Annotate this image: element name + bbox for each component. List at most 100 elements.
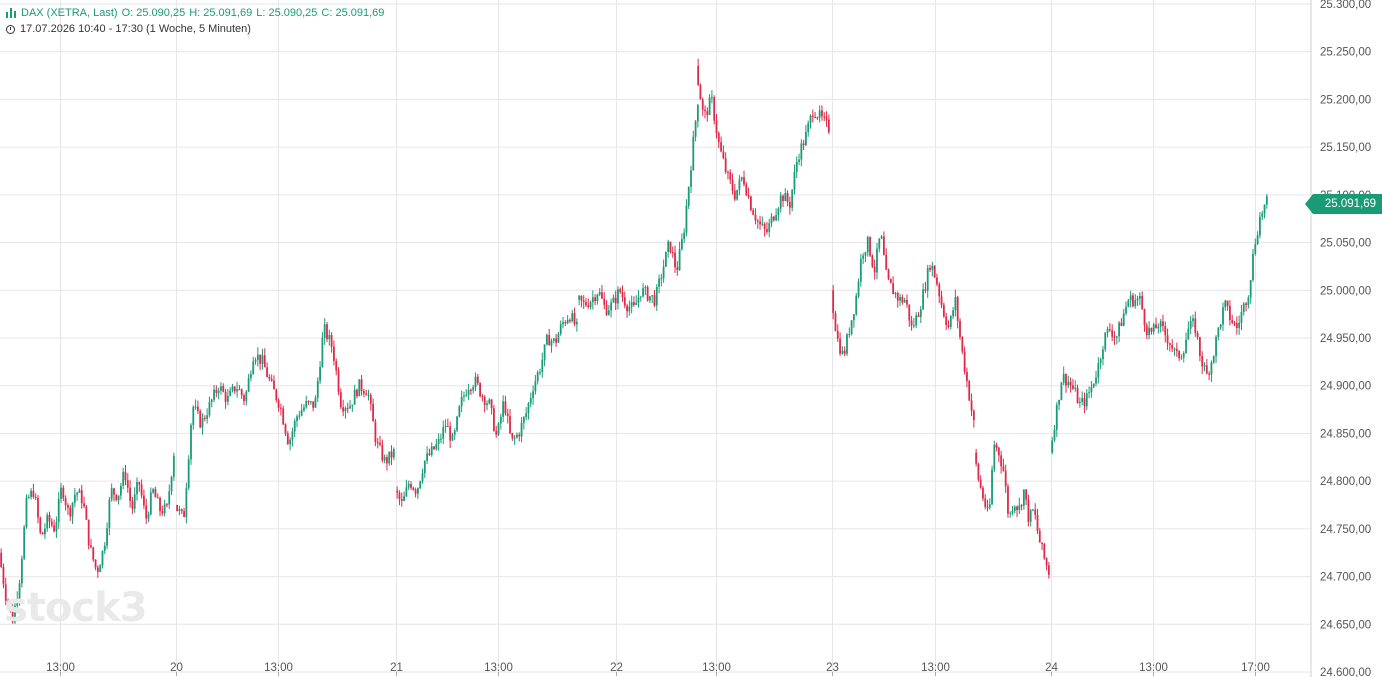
candle-body — [337, 370, 340, 393]
candle-body — [206, 415, 209, 419]
candle-body — [472, 387, 475, 391]
candle-body — [446, 425, 449, 427]
candle-body — [522, 417, 525, 423]
candle-body — [678, 249, 681, 271]
candle-body — [296, 416, 298, 422]
candle-body — [479, 383, 481, 397]
watermark-logo: stock3 — [4, 585, 148, 631]
candle-body — [149, 492, 152, 515]
candle-body — [816, 117, 819, 119]
candle-body — [474, 376, 477, 388]
candle-body — [1155, 324, 1157, 329]
candle-body — [103, 545, 106, 551]
candle-body — [1055, 404, 1058, 430]
candle-body — [591, 297, 594, 303]
candle-body — [571, 313, 574, 322]
candle-body — [1222, 307, 1224, 325]
candle-body — [919, 309, 922, 317]
candle-body — [947, 324, 950, 327]
candle-body — [1143, 309, 1146, 326]
candle-body — [894, 292, 897, 295]
y-tick-label: 24.800,00 — [1320, 476, 1371, 488]
x-tick-label: 22 — [610, 662, 623, 674]
candle-body — [848, 334, 851, 336]
candle-body — [386, 457, 388, 464]
candle-body — [733, 190, 736, 200]
candle-body — [1083, 398, 1086, 407]
candle-body — [704, 109, 706, 112]
candle-body — [41, 532, 44, 535]
candle-body — [1092, 383, 1095, 387]
candle-body — [243, 395, 245, 402]
candle-body — [78, 490, 81, 493]
candle-body — [1007, 486, 1009, 514]
candle-body — [458, 406, 461, 417]
candle-body — [346, 408, 349, 410]
candle-body — [1129, 295, 1132, 301]
candle-body — [407, 483, 410, 488]
candle-body — [110, 488, 113, 500]
candle-body — [335, 360, 338, 371]
candle-body — [986, 506, 989, 508]
candle-body — [256, 354, 259, 360]
candle-body — [548, 334, 551, 346]
candle-body — [282, 408, 285, 425]
candle-body — [509, 416, 511, 433]
candle-body — [949, 316, 952, 327]
candle-body — [50, 521, 53, 526]
candle-body — [388, 451, 391, 464]
candle-body — [1187, 328, 1190, 340]
candle-body — [811, 115, 814, 117]
candle-body — [351, 404, 354, 407]
candle-body — [497, 423, 500, 435]
candle-body — [724, 158, 727, 172]
candle-body — [690, 170, 692, 187]
candle-body — [545, 334, 548, 345]
candle-body — [1259, 216, 1261, 236]
candle-body — [610, 302, 613, 311]
candle-body — [1256, 235, 1259, 245]
candle-body — [644, 287, 647, 289]
candle-body — [201, 417, 204, 428]
candle-body — [603, 298, 606, 305]
candle-body — [349, 406, 351, 409]
candle-body — [469, 390, 472, 392]
candle-body — [680, 239, 683, 250]
candle-body — [32, 490, 35, 497]
candle-body — [924, 289, 927, 291]
candle-body — [25, 497, 28, 528]
candle-body — [1085, 393, 1088, 407]
candle-body — [23, 527, 26, 559]
candle-body — [582, 300, 585, 303]
candle-body — [594, 297, 597, 302]
candle-body — [240, 389, 243, 396]
candle-body — [442, 427, 445, 439]
candle-body — [392, 449, 395, 458]
candle-body — [711, 97, 713, 99]
candle-type-icon[interactable] — [6, 8, 17, 18]
candle-body — [46, 514, 49, 529]
candle-body — [676, 267, 679, 271]
candle-body — [1229, 305, 1231, 320]
candle-body — [1058, 399, 1060, 405]
candle-body — [566, 319, 569, 324]
candle-body — [319, 367, 321, 381]
candle-body — [362, 390, 365, 394]
candle-body — [784, 193, 787, 202]
candle-body — [1166, 335, 1169, 344]
candle-body — [259, 354, 262, 364]
candle-body — [633, 302, 635, 305]
clock-icon — [6, 24, 15, 34]
candle-body — [170, 476, 173, 492]
candle-body — [770, 216, 773, 224]
candle-body — [154, 489, 157, 498]
candle-body — [1053, 429, 1056, 441]
candle-body — [180, 509, 183, 511]
candle-body — [330, 335, 333, 347]
candle-body — [383, 457, 386, 461]
candle-body — [653, 295, 656, 306]
candle-body — [926, 267, 929, 291]
candle-body — [1115, 336, 1118, 338]
candle-body — [1157, 326, 1160, 329]
